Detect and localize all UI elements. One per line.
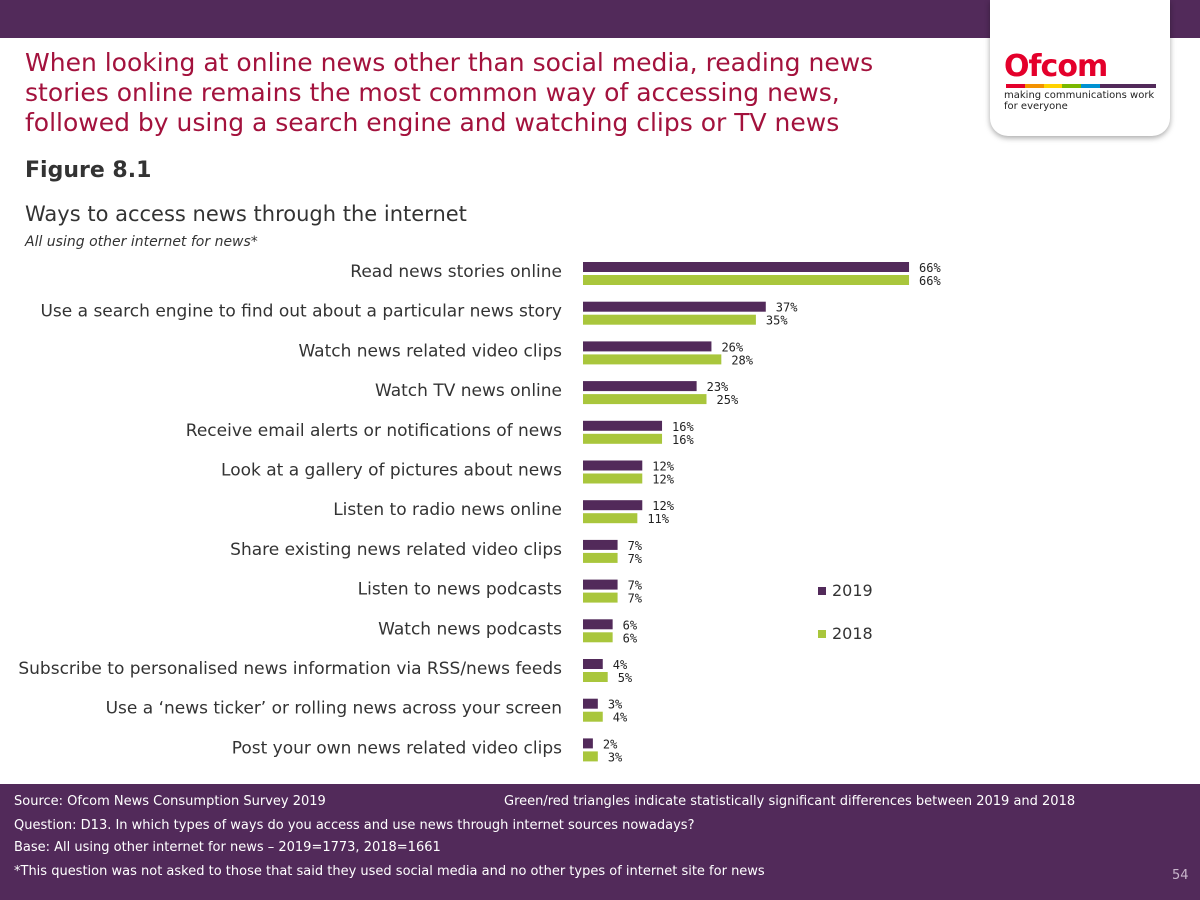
category-label: Look at a gallery of pictures about news bbox=[221, 461, 562, 481]
category-label: Listen to news podcasts bbox=[358, 580, 562, 600]
legend-swatch-2018 bbox=[818, 630, 826, 638]
ofcom-logo: Ofcom making communications work for eve… bbox=[990, 0, 1170, 136]
bar-2019 bbox=[583, 539, 618, 550]
category-label: Subscribe to personalised news informati… bbox=[18, 659, 562, 679]
bar-2019 bbox=[583, 579, 618, 590]
category-label: Receive email alerts or notifications of… bbox=[186, 421, 562, 441]
data-label-2018: 11% bbox=[647, 512, 669, 526]
bar-2018 bbox=[583, 751, 598, 762]
category-label: Read news stories online bbox=[350, 262, 562, 282]
data-label-2018: 25% bbox=[717, 393, 739, 407]
legend-label-2018: 2018 bbox=[832, 624, 873, 643]
legend-swatch-2019 bbox=[818, 587, 826, 595]
category-label: Watch TV news online bbox=[375, 381, 562, 401]
data-label-2018: 7% bbox=[628, 552, 643, 566]
legend-label-2019: 2019 bbox=[832, 581, 873, 600]
footer-source: Source: Ofcom News Consumption Survey 20… bbox=[14, 794, 326, 809]
logo-color-stripe bbox=[1006, 84, 1156, 88]
bar-2019 bbox=[583, 262, 910, 272]
bar-2018 bbox=[583, 592, 618, 603]
data-label-2018: 4% bbox=[613, 711, 628, 725]
data-label-2019: 6% bbox=[623, 618, 638, 632]
data-label-2019: 2% bbox=[603, 737, 618, 751]
data-label-2019: 3% bbox=[608, 698, 623, 712]
category-label: Post your own news related video clips bbox=[232, 738, 562, 758]
footer-base: Base: All using other internet for news … bbox=[14, 840, 441, 855]
bar-2019 bbox=[583, 381, 697, 392]
bar-2018 bbox=[583, 354, 722, 365]
data-label-2018: 3% bbox=[608, 750, 623, 764]
data-label-2019: 37% bbox=[776, 301, 798, 315]
data-label-2019: 12% bbox=[652, 499, 674, 513]
slide-headline: When looking at online news other than s… bbox=[25, 48, 874, 137]
bar-2019 bbox=[583, 420, 663, 431]
data-label-2018: 12% bbox=[652, 473, 674, 487]
data-label-2019: 16% bbox=[672, 420, 694, 434]
data-label-2019: 7% bbox=[628, 579, 643, 593]
page-number: 54 bbox=[1172, 868, 1189, 883]
bar-2019 bbox=[583, 301, 766, 312]
data-label-2019: 4% bbox=[613, 658, 628, 672]
category-label: Share existing news related video clips bbox=[230, 540, 562, 560]
category-label: Watch news podcasts bbox=[378, 619, 562, 639]
logo-wordmark: Ofcom bbox=[1004, 49, 1108, 84]
bar-2018 bbox=[583, 473, 643, 484]
figure-label: Figure 8.1 bbox=[25, 158, 152, 183]
data-label-2019: 26% bbox=[721, 340, 743, 354]
category-label: Watch news related video clips bbox=[298, 341, 562, 361]
logo-tagline: making communications work for everyone bbox=[1004, 90, 1155, 112]
category-label: Listen to radio news online bbox=[333, 500, 562, 520]
bar-2018 bbox=[583, 672, 608, 682]
data-label-2018: 66% bbox=[919, 274, 941, 288]
bar-2019 bbox=[583, 341, 712, 352]
data-label-2019: 66% bbox=[919, 261, 941, 275]
chart-subtitle: All using other internet for news* bbox=[25, 234, 258, 250]
bar-2019 bbox=[583, 698, 598, 709]
data-label-2018: 35% bbox=[766, 314, 788, 328]
bar-2018 bbox=[583, 711, 603, 722]
footer: Source: Ofcom News Consumption Survey 20… bbox=[0, 784, 1200, 900]
bar-2018 bbox=[583, 513, 638, 524]
bar-2018 bbox=[583, 632, 613, 643]
bar-2018 bbox=[583, 394, 707, 405]
data-label-2018: 28% bbox=[731, 353, 753, 367]
bar-2019 bbox=[583, 619, 613, 630]
bar-2018 bbox=[583, 552, 618, 563]
footer-asterisk-note: *This question was not asked to those th… bbox=[14, 864, 765, 879]
bar-2018 bbox=[583, 433, 663, 444]
category-label: Use a search engine to find out about a … bbox=[40, 302, 562, 322]
data-label-2018: 5% bbox=[618, 671, 633, 685]
data-label-2018: 16% bbox=[672, 433, 694, 447]
bar-2019 bbox=[583, 659, 603, 669]
data-label-2018: 6% bbox=[623, 631, 638, 645]
data-label-2018: 7% bbox=[628, 592, 643, 606]
chart-title: Ways to access news through the internet bbox=[25, 202, 467, 226]
footer-significance-note: Green/red triangles indicate statistical… bbox=[504, 794, 1076, 809]
bar-2018 bbox=[583, 275, 910, 285]
bar-2018 bbox=[583, 314, 756, 325]
bar-2019 bbox=[583, 738, 593, 749]
data-label-2019: 7% bbox=[628, 539, 643, 553]
footer-question: Question: D13. In which types of ways do… bbox=[14, 818, 695, 833]
bar-2019 bbox=[583, 500, 643, 511]
data-label-2019: 23% bbox=[707, 380, 729, 394]
category-label: Use a ‘news ticker’ or rolling news acro… bbox=[106, 699, 562, 719]
bar-2019 bbox=[583, 460, 643, 471]
bar-chart: Read news stories online 66%66% Use a sear… bbox=[18, 261, 941, 764]
data-label-2019: 12% bbox=[652, 460, 674, 474]
